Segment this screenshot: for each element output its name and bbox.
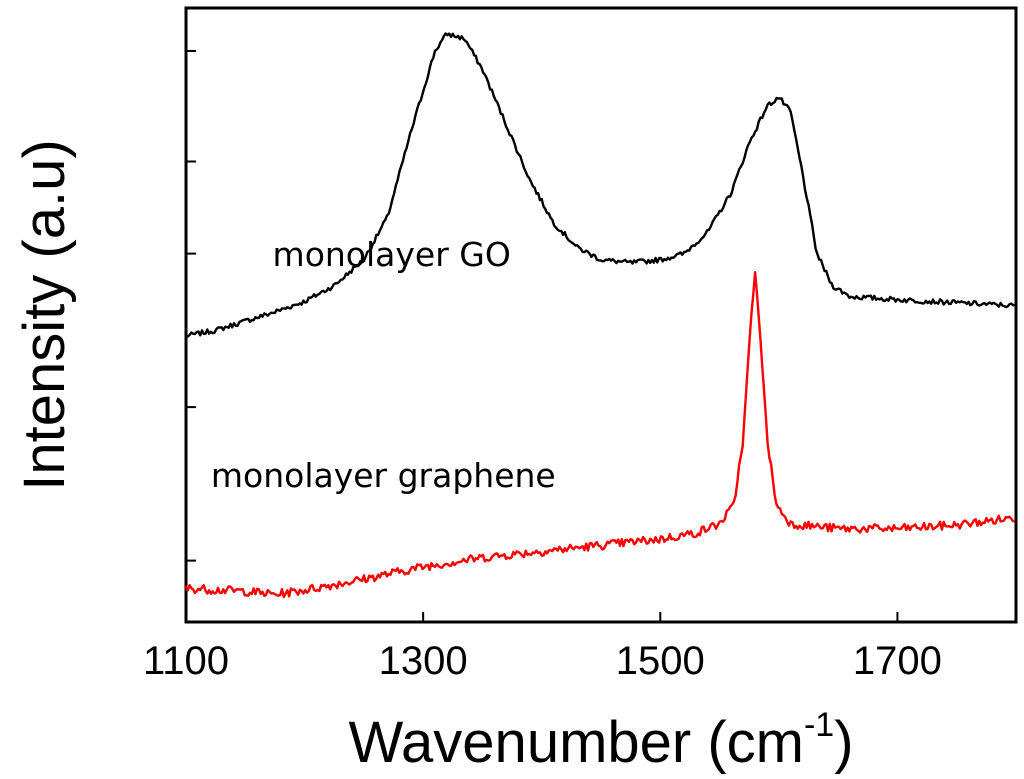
x-tick-label-1500: 1500 [616, 639, 705, 683]
x-axis-title: Wavenumber (cm-1) [348, 706, 853, 775]
x-tick-label-1700: 1700 [853, 639, 942, 683]
series-layer [184, 32, 1015, 599]
x-tick-label-1100: 1100 [143, 639, 229, 683]
y-axis-ticks [186, 49, 196, 562]
annotation-monolayer-go: monolayer GO [273, 235, 511, 274]
y-axis-title: Intensity (a.u) [12, 139, 77, 490]
x-axis-ticks: 1100 1300 1500 1700 [143, 612, 942, 683]
x-axis-title-main: Wavenumber (cm [348, 710, 804, 775]
x-tick-label-1300: 1300 [379, 639, 468, 683]
series-line-monolayer-go [185, 32, 1015, 338]
annotation-monolayer-graphene: monolayer graphene [211, 456, 556, 495]
x-axis-title-close: ) [834, 710, 853, 775]
plot-frame [184, 6, 1018, 624]
series-line-monolayer-graphene [184, 271, 1015, 599]
x-axis-title-superscript: -1 [804, 706, 834, 744]
annotation-layer: monolayer GO monolayer graphene [211, 235, 556, 495]
